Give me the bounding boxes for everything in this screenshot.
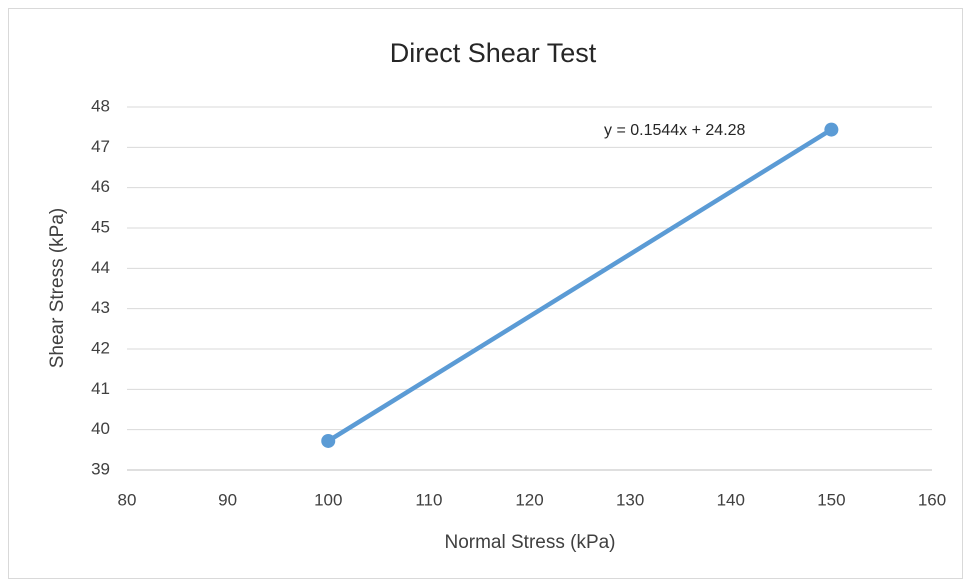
y-tick-label: 45 xyxy=(91,217,110,236)
x-tick-label: 150 xyxy=(817,490,845,509)
chart-border xyxy=(8,8,963,579)
data-point xyxy=(321,433,336,448)
y-tick-label: 42 xyxy=(91,338,110,357)
x-tick-label: 130 xyxy=(616,490,644,509)
chart-title: Direct Shear Test xyxy=(390,38,597,68)
x-tick-label: 100 xyxy=(314,490,342,509)
y-tick-label: 47 xyxy=(91,137,110,156)
x-tick-label: 160 xyxy=(918,490,946,509)
y-axis-label: Shear Stress (kPa) xyxy=(47,208,68,369)
trendline-equation: y = 0.1544x + 24.28 xyxy=(604,122,746,139)
series-line xyxy=(326,127,834,444)
y-tick-label: 40 xyxy=(91,419,110,438)
data-point xyxy=(824,122,839,137)
x-tick-label: 120 xyxy=(515,490,543,509)
x-tick-label: 110 xyxy=(415,490,442,509)
x-tick-label: 90 xyxy=(218,490,237,509)
y-tick-label: 43 xyxy=(91,298,110,317)
y-tick-label: 44 xyxy=(91,258,110,277)
y-tick-label: 39 xyxy=(91,459,110,478)
x-tick-label: 80 xyxy=(118,490,137,509)
y-tick-label: 46 xyxy=(91,177,110,196)
x-tick-label: 140 xyxy=(717,490,745,509)
y-tick-label: 41 xyxy=(91,379,110,398)
x-axis-label: Normal Stress (kPa) xyxy=(444,532,615,553)
y-tick-label: 48 xyxy=(91,96,110,115)
